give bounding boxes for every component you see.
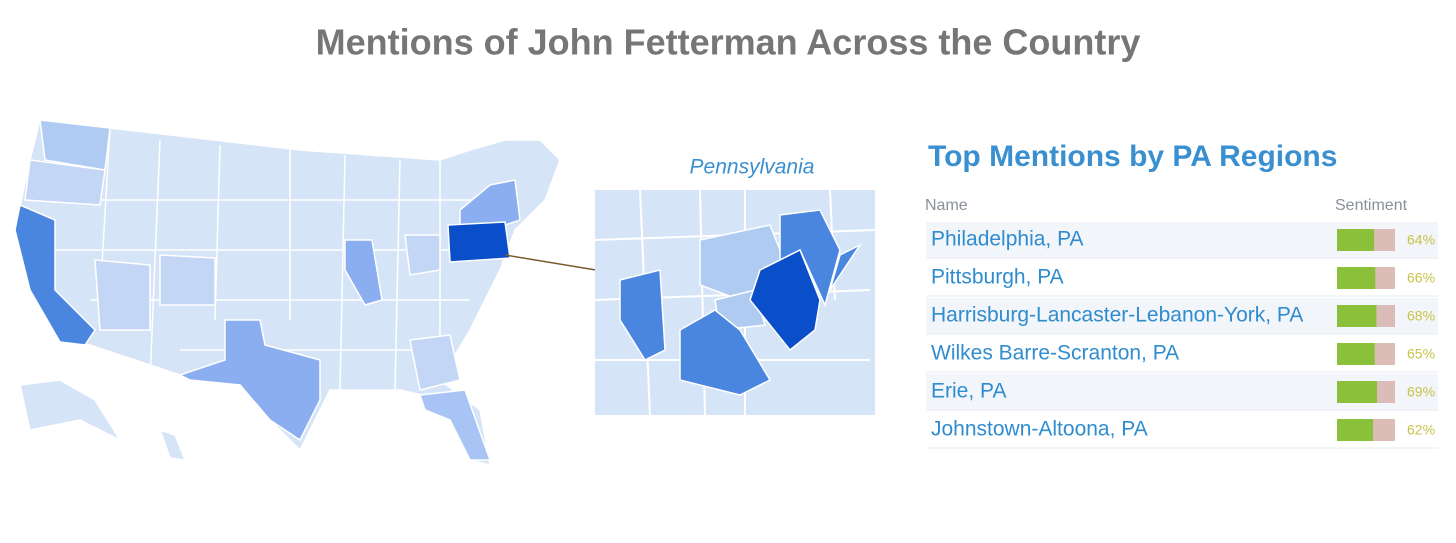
- sentiment-label: 62%: [1407, 422, 1435, 438]
- sentiment-bar: [1337, 229, 1375, 251]
- sentiment-label: 65%: [1407, 346, 1435, 362]
- us-map: [14, 119, 612, 467]
- sentiment-bar: [1337, 343, 1375, 365]
- sentiment-bar: [1337, 381, 1378, 403]
- region-name: Harrisburg-Lancaster-Lebanon-York, PA: [931, 304, 1303, 327]
- sentiment-label: 69%: [1407, 384, 1435, 400]
- sentiment-bar: [1337, 419, 1373, 441]
- region-name: Wilkes Barre-Scranton, PA: [931, 342, 1179, 365]
- header-name: Name: [925, 197, 968, 214]
- arrow: [504, 254, 609, 273]
- region-name: Erie, PA: [931, 380, 1006, 403]
- table-rows: Philadelphia, PA 64% Pittsburgh, PA 66% Harr…: [926, 222, 1438, 449]
- region-name: Johnstown-Altoona, PA: [931, 418, 1148, 441]
- sentiment-label: 64%: [1407, 232, 1435, 248]
- pa-map: [594, 189, 876, 416]
- region-name: Pittsburgh, PA: [931, 266, 1064, 289]
- region-name: Philadelphia, PA: [931, 228, 1084, 251]
- inset-label: Pennsylvania: [690, 156, 815, 179]
- sentiment-bar: [1337, 267, 1376, 289]
- header-sentiment: Sentiment: [1335, 197, 1408, 214]
- title: Mentions of John Fetterman Across the Co…: [316, 22, 1141, 63]
- sentiment-label: 66%: [1407, 270, 1435, 286]
- table-title: Top Mentions by PA Regions: [928, 140, 1337, 173]
- sentiment-label: 68%: [1407, 308, 1435, 324]
- sentiment-bar: [1337, 305, 1377, 327]
